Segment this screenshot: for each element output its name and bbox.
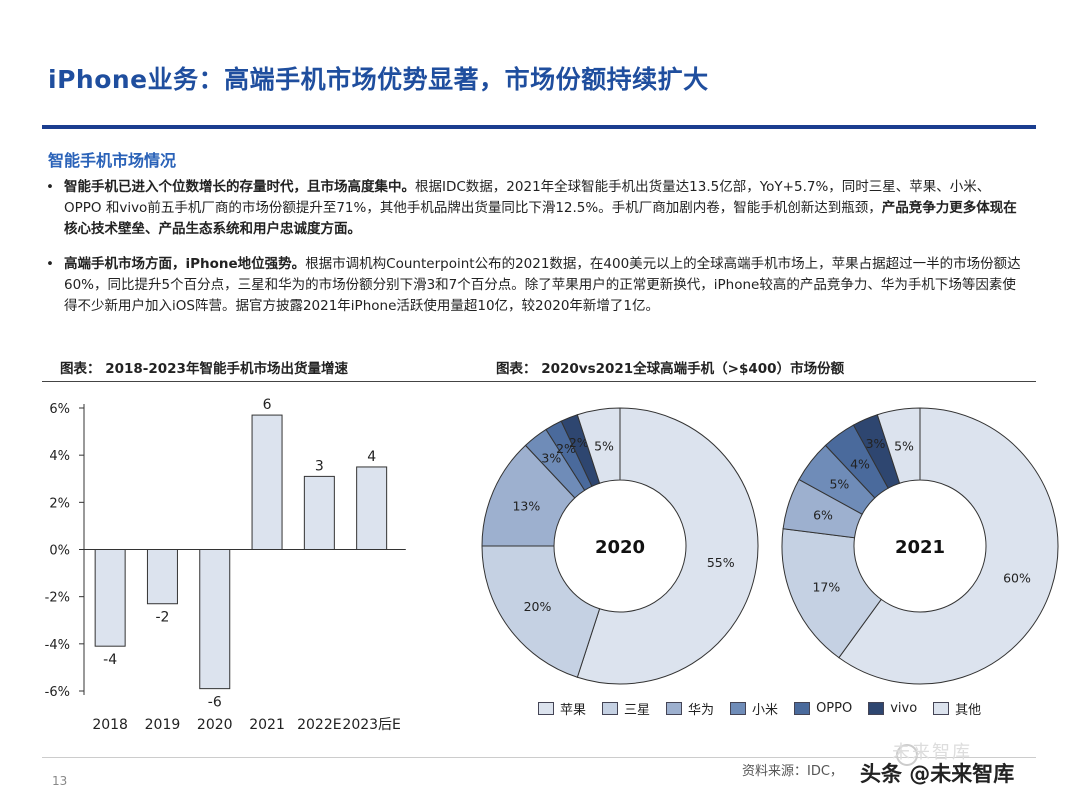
legend-label: OPPO [816, 701, 853, 716]
slice-label: 5% [829, 476, 849, 491]
slice-label: 5% [894, 438, 914, 453]
y-tick-label: 2% [49, 496, 70, 511]
y-tick-label: 4% [49, 449, 70, 464]
bar-data-label: -4 [103, 652, 117, 668]
x-tick-label: 2018 [92, 717, 128, 733]
donut-slice [576, 407, 621, 484]
watermark-text: 头条 @未来智库 [860, 762, 1015, 786]
donut-slice [781, 528, 882, 659]
bar-data-label: -2 [155, 610, 169, 626]
legend-item: OPPO [794, 701, 852, 716]
x-tick-label: 2022E [297, 717, 341, 733]
section-heading: 智能手机市场情况 [48, 151, 177, 170]
slice-label: 5% [594, 438, 614, 453]
page-title: iPhone业务：高端手机市场优势显著，市场份额持续扩大 [48, 65, 709, 94]
y-tick-label: -4% [45, 638, 70, 653]
legend-label: 小米 [752, 703, 779, 718]
bullet-item: • 智能手机已进入个位数增长的存量时代，且市场高度集中。根据IDC数据，2021… [46, 177, 1026, 240]
pie-legend: 苹果 三星 华为 小米 OPPO vivo 其他 [538, 699, 997, 718]
legend-item: 苹果 [538, 699, 586, 718]
bullet-marker: • [46, 256, 54, 272]
y-tick-label: 6% [49, 402, 70, 417]
figure-divider [42, 381, 1036, 382]
legend-swatch [933, 702, 950, 715]
slice-label: 2% [556, 441, 576, 456]
pie-chart-title: 图表： 2020vs2021全球高端手机（>$400）市场份额 [496, 361, 845, 377]
bullet-bold-lead: 智能手机已进入个位数增长的存量时代，且市场高度集中。 [64, 179, 415, 195]
slice-label: 20% [524, 599, 552, 614]
legend-label: 其他 [955, 703, 982, 718]
slice-label: 60% [1003, 571, 1031, 586]
slice-label: 4% [850, 456, 870, 471]
legend-swatch [538, 702, 554, 715]
bar-data-label: 3 [315, 458, 324, 474]
bullet-body: 根据市调机构Counterpoint公布的2021数据，在400美元以上的全球高… [64, 256, 1021, 314]
bar [303, 475, 335, 550]
legend-item: 其他 [933, 699, 981, 718]
legend-item: 三星 [602, 699, 650, 718]
bar [94, 549, 126, 647]
footer-divider [42, 757, 1036, 758]
bullet-text: 智能手机已进入个位数增长的存量时代，且市场高度集中。根据IDC数据，2021年全… [64, 177, 1026, 240]
source-note: 资料来源：IDC， [742, 764, 843, 779]
x-tick-label: 2021 [249, 717, 285, 733]
legend-item: 小米 [730, 699, 778, 718]
bullet-text: 高端手机市场方面，iPhone地位强势。根据市调机构Counterpoint公布… [64, 254, 1026, 317]
slice-label: 2% [569, 435, 589, 450]
bar [251, 414, 283, 551]
donut-center-label: 2020 [595, 537, 645, 558]
x-tick-label: 2019 [145, 717, 181, 733]
legend-label: vivo [890, 701, 918, 716]
bar-data-label: 6 [263, 397, 272, 413]
y-tick-label: 0% [49, 544, 70, 559]
slice-label: 6% [813, 507, 833, 522]
slice-label: 3% [866, 436, 886, 451]
donut-slice [838, 407, 1059, 685]
legend-swatch [730, 702, 747, 715]
bullet-body: 根据IDC数据，2021年全球智能手机出货量达13.5亿部，YoY+5.7%，同… [64, 179, 991, 216]
slice-label: 3% [541, 451, 561, 466]
legend-item: vivo [868, 701, 917, 716]
legend-label: 三星 [624, 703, 651, 718]
bar-data-label: 4 [367, 449, 376, 465]
x-tick-label: 2020 [197, 717, 233, 733]
donut-center-label: 2021 [895, 537, 945, 558]
legend-swatch [602, 702, 619, 715]
bullet-item: • 高端手机市场方面，iPhone地位强势。根据市调机构Counterpoint… [46, 254, 1026, 317]
legend-swatch [794, 702, 811, 715]
page-number: 13 [52, 774, 68, 788]
bar-chart-title: 图表： 2018-2023年智能手机市场出货量增速 [60, 361, 348, 377]
bar [146, 549, 178, 605]
donut-slice [481, 545, 601, 678]
bar [199, 549, 231, 690]
watermark-logo: 未来智库 [892, 742, 972, 763]
donut-slice [876, 407, 921, 484]
slice-label: 55% [707, 555, 735, 570]
bar-data-label: -6 [208, 695, 222, 711]
legend-swatch [666, 702, 683, 715]
bullet-bold-tail: 产品竞争力更多体现在核心技术壁垒、产品生态系统和用户忠诚度方面。 [64, 200, 1017, 237]
bullet-marker: • [46, 179, 54, 195]
x-tick-label: 2023后E [342, 717, 400, 733]
slice-label: 13% [512, 498, 540, 513]
legend-label: 华为 [688, 703, 715, 718]
title-divider [42, 125, 1036, 129]
watermark-logo-icon [896, 744, 918, 766]
y-tick-label: -6% [45, 685, 70, 700]
slice-label: 17% [812, 580, 840, 595]
donut-slice [576, 407, 759, 685]
legend-label: 苹果 [560, 703, 587, 718]
bullet-bold-lead: 高端手机市场方面，iPhone地位强势。 [64, 256, 306, 272]
y-tick-label: -2% [45, 591, 70, 606]
bar [356, 466, 388, 551]
legend-item: 华为 [666, 699, 714, 718]
legend-swatch [868, 702, 885, 715]
